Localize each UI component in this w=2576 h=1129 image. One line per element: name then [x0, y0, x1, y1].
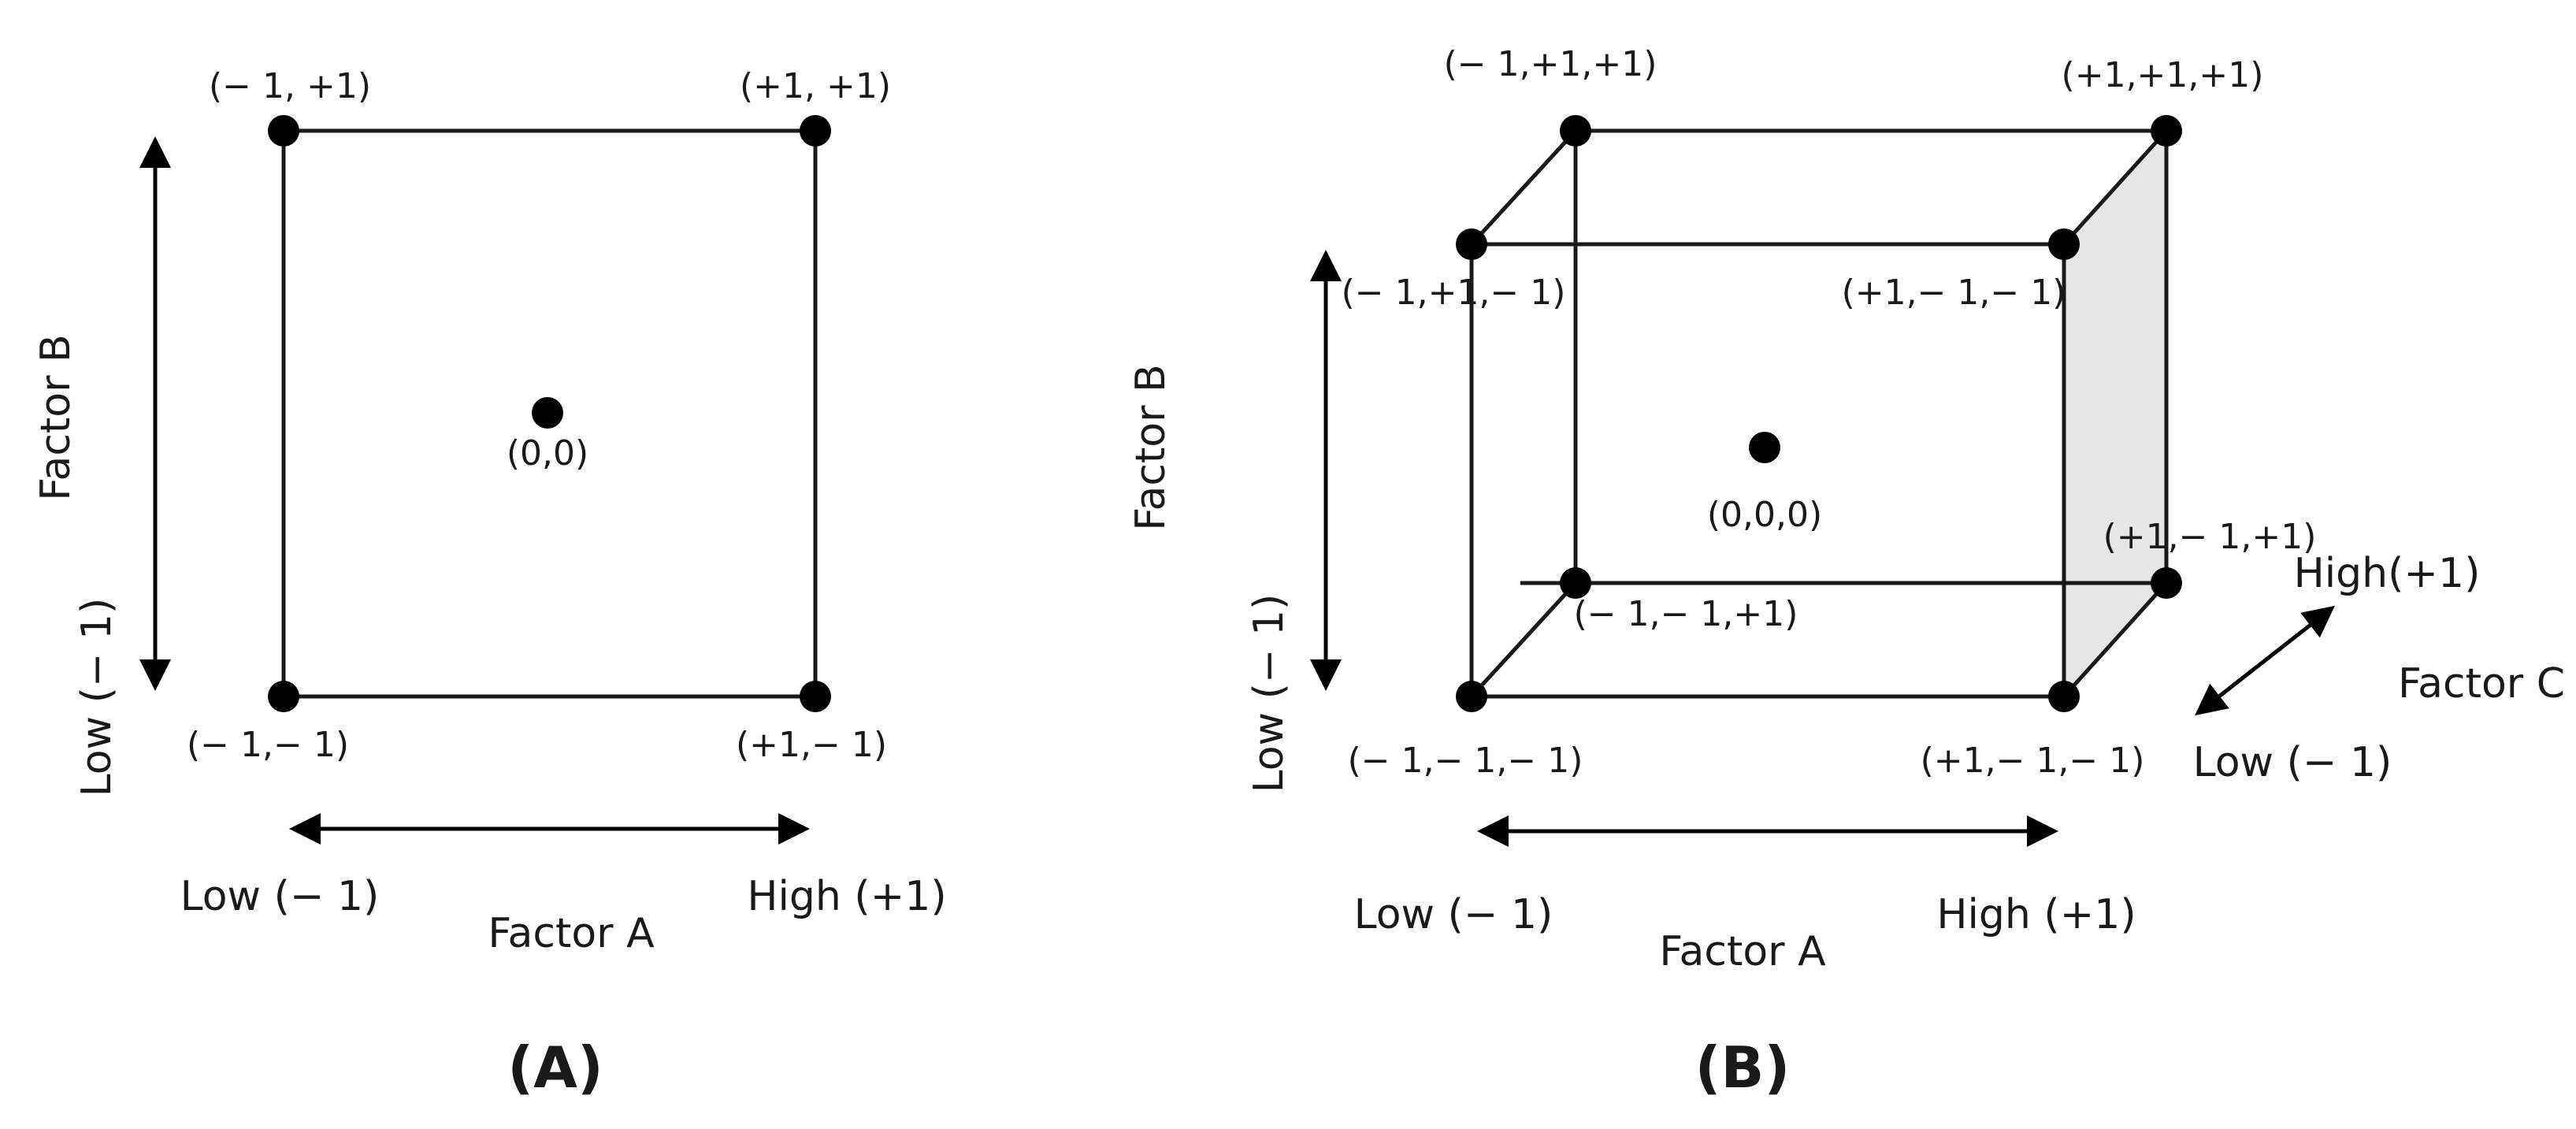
factor-b-label: Factor B — [32, 334, 80, 500]
cube-front-face — [1469, 242, 2066, 699]
point-bottom-right — [800, 681, 831, 712]
label-back-bottom-right: (+1,− 1,+1) — [2103, 517, 2317, 557]
label-bottom-right: (+1,− 1) — [736, 725, 887, 765]
point-back-bottom-left — [1560, 567, 1591, 599]
label-back-top-left: (− 1,+1,+1) — [1444, 44, 1657, 84]
factor-a-label: Factor A — [488, 910, 655, 957]
point-front-top-left — [1456, 228, 1487, 260]
factor-c-arrow — [2195, 605, 2335, 716]
label-front-top-left: (− 1,+1,− 1) — [1342, 273, 1566, 313]
factor-a-label: Factor A — [1659, 928, 1826, 975]
factor-c-high-label: High(+1) — [2294, 550, 2481, 597]
point-back-top-right — [2151, 115, 2182, 147]
point-back-bottom-right — [2151, 567, 2182, 599]
shaded-right-face — [2064, 131, 2166, 696]
factor-a-high-label: High (+1) — [747, 873, 946, 920]
depth-edge-top-right — [2062, 129, 2168, 246]
point-bottom-left — [268, 681, 299, 712]
point-front-bottom-right — [2048, 681, 2080, 712]
factor-c-label: Factor C — [2398, 660, 2565, 707]
point-back-top-left — [1560, 115, 1591, 147]
label-bottom-left: (− 1,− 1) — [187, 725, 349, 765]
label-center: (0,0) — [507, 433, 588, 474]
point-center — [1749, 432, 1780, 463]
panel-a: (− 1, +1) (+1, +1) (− 1,− 1) (+1,− 1) (0… — [32, 66, 947, 1101]
depth-edge-bottom-left — [1470, 581, 1577, 698]
point-top-left — [268, 115, 299, 147]
factor-b-label: Factor B — [1127, 364, 1175, 530]
depth-edge-bottom-right — [2062, 581, 2168, 698]
label-back-top-right: (+1,+1,+1) — [2062, 55, 2264, 95]
factor-a-low-label: Low (− 1) — [180, 873, 380, 920]
label-front-bottom-left: (− 1,− 1,− 1) — [1348, 741, 1583, 781]
label-center: (0,0,0) — [1707, 495, 1822, 535]
label-top-right: (+1, +1) — [740, 66, 891, 106]
label-back-bottom-left: (− 1,− 1,+1) — [1574, 594, 1798, 634]
depth-edge-top-left — [1470, 129, 1577, 246]
point-center — [532, 397, 563, 429]
point-front-top-right — [2048, 228, 2080, 260]
factor-b-low-label: Low (− 1) — [1245, 594, 1293, 793]
factor-a-high-label: High (+1) — [1936, 891, 2136, 938]
factor-a-low-label: Low (− 1) — [1354, 891, 1553, 938]
factor-b-low-label: Low (− 1) — [73, 598, 121, 797]
panel-a-title: (A) — [507, 1034, 603, 1101]
label-front-bottom-right: (+1,− 1,− 1) — [1921, 741, 2145, 781]
square-outline — [281, 128, 818, 699]
label-front-top-right: (+1,− 1,− 1) — [1842, 273, 2066, 313]
panel-b-title: (B) — [1695, 1034, 1791, 1101]
cube-back-face — [1573, 128, 2169, 585]
label-top-left: (− 1, +1) — [209, 66, 371, 106]
panel-b: (− 1,+1,+1) (+1,+1,+1) (− 1,+1,− 1) (+1,… — [1127, 44, 2565, 1101]
factor-c-low-label: Low (− 1) — [2193, 739, 2392, 786]
point-top-right — [800, 115, 831, 147]
point-front-bottom-left — [1456, 681, 1487, 712]
